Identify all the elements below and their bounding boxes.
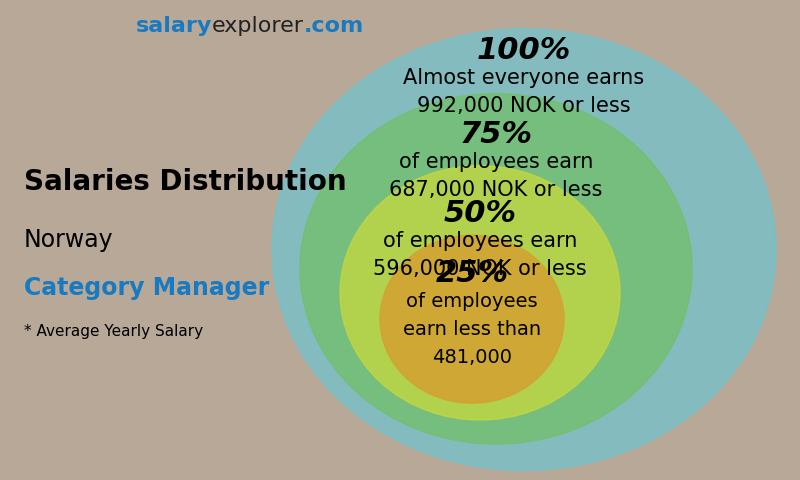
Text: 992,000 NOK or less: 992,000 NOK or less [417,96,631,116]
Text: .com: .com [304,16,364,36]
Text: 50%: 50% [443,199,517,228]
Text: of employees earn: of employees earn [399,152,593,172]
Text: Salaries Distribution: Salaries Distribution [24,168,346,196]
Text: of employees earn: of employees earn [383,231,577,252]
Text: 25%: 25% [435,259,509,288]
Text: * Average Yearly Salary: * Average Yearly Salary [24,324,203,339]
Text: 596,000 NOK or less: 596,000 NOK or less [373,259,587,279]
Text: salary: salary [136,16,212,36]
Text: of employees: of employees [406,292,538,311]
Text: earn less than: earn less than [403,320,541,339]
Ellipse shape [340,166,620,420]
Text: 75%: 75% [459,120,533,149]
Text: Category Manager: Category Manager [24,276,270,300]
Text: 100%: 100% [477,36,571,65]
Ellipse shape [272,29,776,470]
Text: explorer: explorer [212,16,304,36]
Ellipse shape [380,235,564,403]
Text: 687,000 NOK or less: 687,000 NOK or less [390,180,602,200]
Text: Almost everyone earns: Almost everyone earns [403,68,645,88]
Text: 481,000: 481,000 [432,348,512,367]
Text: Norway: Norway [24,228,114,252]
Ellipse shape [300,94,692,444]
